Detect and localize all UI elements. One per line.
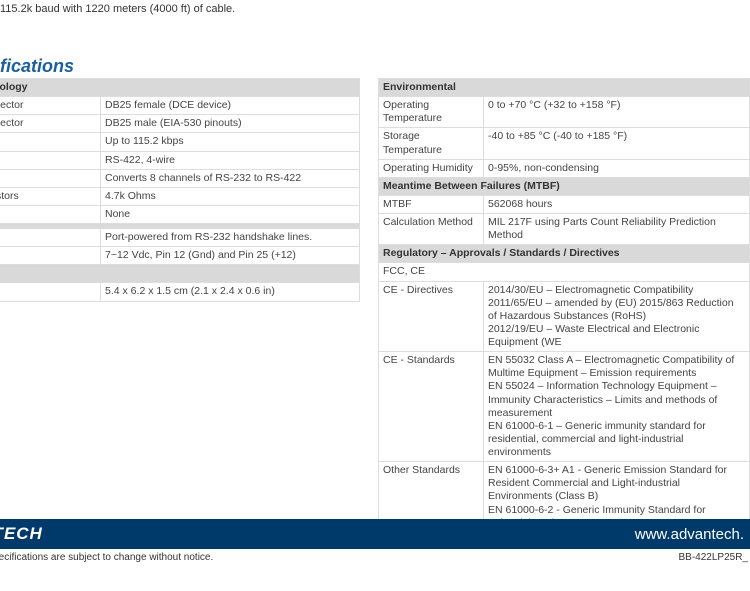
- table-cell-label: nput: [0, 247, 101, 265]
- table-row: Storage Temperature-40 to +85 °C (-40 to…: [379, 128, 750, 159]
- table-cell-label: n: [0, 151, 101, 169]
- table-row: ConnectorDB25 male (EIA-530 pinouts): [0, 115, 360, 133]
- table-row: Operating Temperature0 to +70 °C (+32 to…: [379, 97, 750, 128]
- table-row: Resistors4.7k Ohms: [0, 187, 360, 205]
- table-cell-value: 7~12 Vdc, Pin 12 (Gnd) and Pin 25 (+12): [101, 247, 360, 265]
- table-group-header: Meantime Between Failures (MTBF): [379, 177, 750, 195]
- table-row: CE - Directives2014/30/EU – Electromagne…: [379, 281, 750, 352]
- footer-note: uct specifications are subject to change…: [0, 552, 750, 563]
- table-cell-value: Port-powered from RS-232 handshake lines…: [101, 229, 360, 247]
- section-title: fications: [0, 56, 74, 77]
- table-row: ConnectorDB25 female (DCE device): [0, 97, 360, 115]
- table-cell-label: te: [0, 133, 101, 151]
- table-cell-value: RS-422, 4-wire: [101, 151, 360, 169]
- table-cell-value: 0 to +70 °C (+32 to +158 °F): [484, 97, 750, 128]
- table-cell-label: Connector: [0, 97, 101, 115]
- table-row: nput7~12 Vdc, Pin 12 (Gnd) and Pin 25 (+…: [0, 247, 360, 265]
- table-cell-label: Operating Humidity: [379, 159, 484, 177]
- table-cell-label: ons: [0, 283, 101, 301]
- footer-note-right: BB-422LP25R_: [679, 552, 749, 563]
- table-row: Port-powered from RS-232 handshake lines…: [0, 229, 360, 247]
- table-cell-label: tion: [0, 205, 101, 223]
- table-cell-value: EN 55032 Class A – Electromagnetic Compa…: [484, 352, 750, 462]
- right-table: EnvironmentalOperating Temperature0 to +…: [378, 78, 750, 533]
- table-row: Converts 8 channels of RS-232 to RS-422: [0, 169, 360, 187]
- footer-url: www.advantech.: [635, 526, 744, 543]
- table-row: CE - StandardsEN 55032 Class A – Electro…: [379, 352, 750, 462]
- table-cell: FCC, CE: [379, 263, 750, 281]
- table-cell-value: 0-95%, non-condensing: [484, 159, 750, 177]
- footer-note-left: uct specifications are subject to change…: [0, 552, 213, 563]
- table-cell-value: 5.4 x 6.2 x 1.5 cm (2.1 x 2.4 x 0.6 in): [101, 283, 360, 301]
- left-table-container: echnologyConnectorDB25 female (DCE devic…: [0, 78, 360, 533]
- table-cell-value: Converts 8 channels of RS-232 to RS-422: [101, 169, 360, 187]
- table-cell-label: Calculation Method: [379, 214, 484, 245]
- table-group-header: echnology: [0, 79, 360, 97]
- table-cell-label: MTBF: [379, 195, 484, 213]
- table-cell-value: DB25 female (DCE device): [101, 97, 360, 115]
- table-group-header: nical: [0, 265, 360, 283]
- table-cell-value: None: [101, 205, 360, 223]
- table-row: Calculation MethodMIL 217F using Parts C…: [379, 214, 750, 245]
- top-text: 115.2k baud with 1220 meters (4000 ft) o…: [0, 3, 235, 15]
- table-row: nRS-422, 4-wire: [0, 151, 360, 169]
- table-row: ons5.4 x 6.2 x 1.5 cm (2.1 x 2.4 x 0.6 i…: [0, 283, 360, 301]
- right-table-container: EnvironmentalOperating Temperature0 to +…: [378, 78, 750, 533]
- brand-logo: ANTECH: [0, 524, 43, 544]
- footer-bar: ANTECH www.advantech.: [0, 519, 750, 549]
- table-cell-label: CE - Directives: [379, 281, 484, 352]
- table-cell-value: MIL 217F using Parts Count Reliability P…: [484, 214, 750, 245]
- tables-row: echnologyConnectorDB25 female (DCE devic…: [0, 78, 750, 533]
- table-cell-label: Storage Temperature: [379, 128, 484, 159]
- left-table: echnologyConnectorDB25 female (DCE devic…: [0, 78, 360, 302]
- table-cell-value: 2014/30/EU – Electromagnetic Compatibili…: [484, 281, 750, 352]
- table-cell-value: Up to 115.2 kbps: [101, 133, 360, 151]
- table-cell-label: [0, 169, 101, 187]
- table-row: MTBF562068 hours: [379, 195, 750, 213]
- table-cell-value: -40 to +85 °C (-40 to +185 °F): [484, 128, 750, 159]
- table-cell-value: 562068 hours: [484, 195, 750, 213]
- table-cell-label: Operating Temperature: [379, 97, 484, 128]
- table-cell-value: 4.7k Ohms: [101, 187, 360, 205]
- table-row: tionNone: [0, 205, 360, 223]
- table-cell-label: [0, 229, 101, 247]
- table-row: Operating Humidity0-95%, non-condensing: [379, 159, 750, 177]
- table-row: FCC, CE: [379, 263, 750, 281]
- table-group-header: Environmental: [379, 79, 750, 97]
- table-cell-label: Resistors: [0, 187, 101, 205]
- table-group-header: Regulatory – Approvals / Standards / Dir…: [379, 245, 750, 263]
- table-row: teUp to 115.2 kbps: [0, 133, 360, 151]
- table-cell-label: CE - Standards: [379, 352, 484, 462]
- table-cell-value: DB25 male (EIA-530 pinouts): [101, 115, 360, 133]
- table-cell-label: Connector: [0, 115, 101, 133]
